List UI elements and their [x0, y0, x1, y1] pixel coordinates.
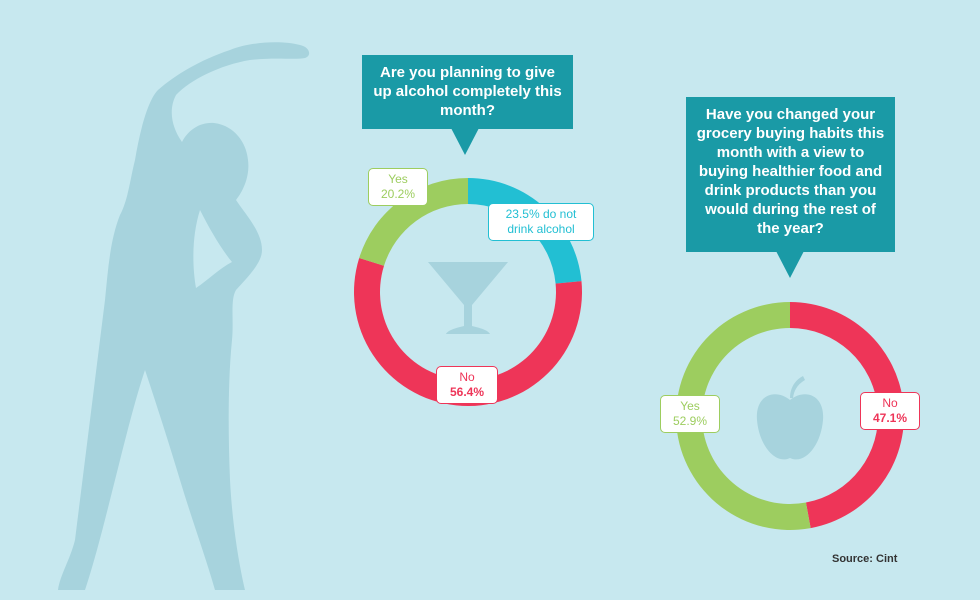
source: Source: Cint — [832, 553, 898, 565]
data-label: Yes 52.9% — [660, 395, 720, 433]
value-label: 20.2% — [380, 187, 416, 201]
data-label: 23.5% do not drink alcohol — [488, 203, 594, 241]
value-label: 56.4% — [449, 385, 485, 399]
category-label: Yes — [680, 399, 700, 413]
data-label: No 47.1% — [860, 392, 920, 430]
question-callout: Have you changed your grocery buying hab… — [686, 97, 895, 252]
donut-segment — [353, 257, 582, 407]
data-label: No 56.4% — [436, 366, 498, 404]
callout-pointer — [451, 128, 479, 155]
value-label: 23.5% do not drink alcohol — [505, 207, 577, 236]
value-label: 52.9% — [672, 414, 708, 428]
category-label: No — [459, 370, 475, 384]
silhouette — [58, 42, 310, 590]
callout-pointer — [776, 251, 804, 278]
category-label: Yes — [388, 172, 408, 186]
data-label: Yes 20.2% — [368, 168, 428, 206]
category-label: No — [882, 396, 898, 410]
question-callout: Are you planning to give up alcohol comp… — [362, 55, 573, 129]
donut-segment — [790, 302, 904, 529]
donut-segment — [359, 178, 468, 266]
value-label: 47.1% — [872, 411, 908, 425]
decoration — [58, 42, 824, 590]
apple-icon — [756, 376, 824, 460]
glass-icon — [428, 262, 508, 334]
donut-segment — [675, 302, 811, 530]
